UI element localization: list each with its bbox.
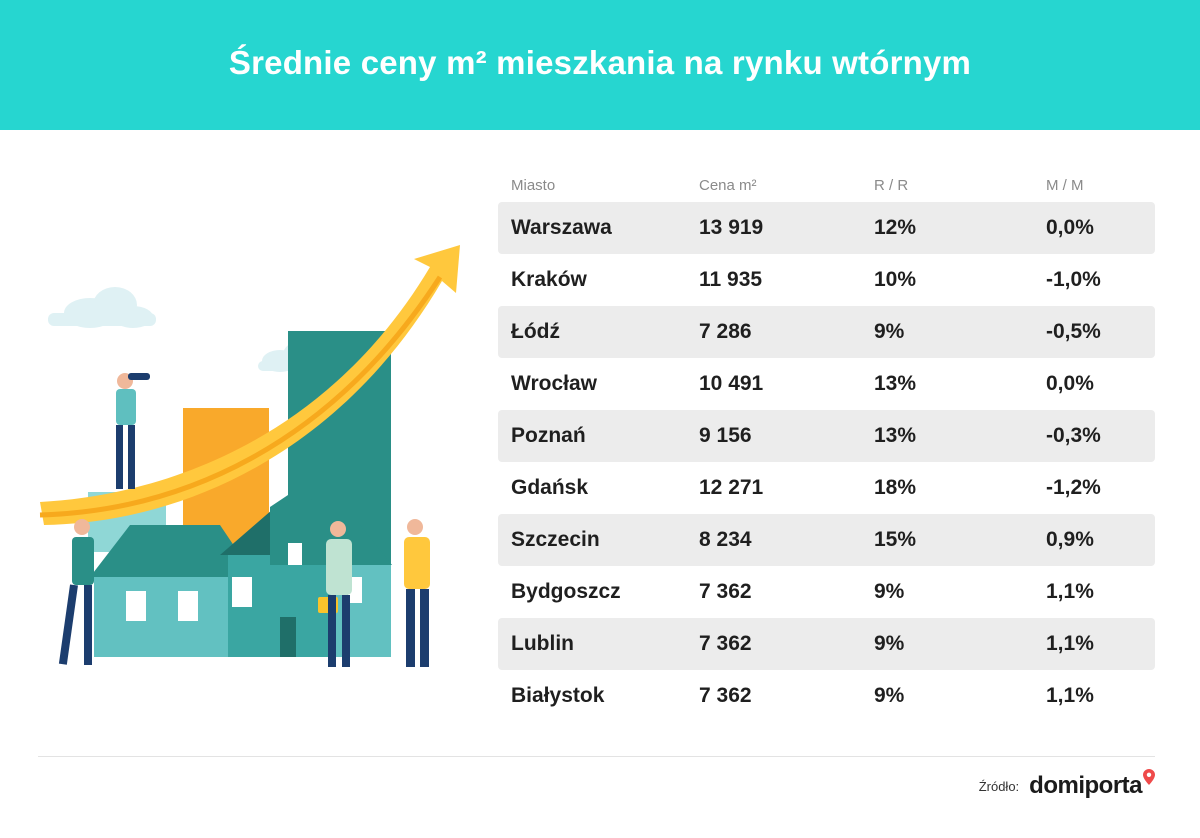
brand-logo: domiporta <box>1029 769 1155 800</box>
column-header-city: Miasto <box>511 177 556 194</box>
table-row: Lublin 7 362 9% 1,1% <box>498 618 1155 670</box>
table-row: Kraków 11 935 10% -1,0% <box>498 254 1155 306</box>
divider <box>38 756 1155 757</box>
table-row: Poznań 9 156 13% -0,3% <box>498 410 1155 462</box>
cell-price: 11 935 <box>699 268 763 291</box>
cell-city: Wrocław <box>511 372 597 395</box>
cell-city: Łódź <box>511 320 560 343</box>
cell-price: 12 271 <box>699 476 764 499</box>
cell-price: 10 491 <box>699 372 764 395</box>
page-title: Średnie ceny m² mieszkania na rynku wtór… <box>228 44 972 81</box>
cell-yoy: 9% <box>874 632 905 655</box>
cell-yoy: 18% <box>874 476 917 499</box>
table-row: Warszawa 13 919 12% 0,0% <box>498 202 1155 254</box>
person-thinking-illustration <box>404 519 430 667</box>
cell-mom: 1,1% <box>1046 580 1094 603</box>
table-header: Miasto Cena m² R / R M / M <box>498 170 1155 202</box>
cell-yoy: 9% <box>874 320 905 343</box>
cloud-icon <box>48 287 156 328</box>
location-pin-icon <box>1143 769 1155 785</box>
source-credit: Źródło: domiporta <box>978 769 1155 800</box>
real-estate-growth-illustration <box>39 245 460 667</box>
cell-city: Szczecin <box>511 528 600 551</box>
price-table: Miasto Cena m² R / R M / M Warszawa 13 919 12… <box>498 170 1155 722</box>
cell-mom: -1,0% <box>1046 268 1101 291</box>
cell-price: 13 919 <box>699 216 764 239</box>
cell-price: 7 362 <box>699 684 752 707</box>
cell-yoy: 12% <box>874 216 917 239</box>
cell-city: Kraków <box>511 268 587 291</box>
cell-price: 7 362 <box>699 580 752 603</box>
cell-city: Bydgoszcz <box>511 580 621 603</box>
cell-mom: 0,0% <box>1046 372 1094 395</box>
cell-mom: 1,1% <box>1046 632 1094 655</box>
cell-price: 7 286 <box>699 320 752 343</box>
person-with-telescope-illustration <box>116 373 150 489</box>
cell-yoy: 13% <box>874 372 917 395</box>
cell-price: 8 234 <box>699 528 752 551</box>
cell-yoy: 13% <box>874 424 917 447</box>
table-row: Gdańsk 12 271 18% -1,2% <box>498 462 1155 514</box>
table-row: Bydgoszcz 7 362 9% 1,1% <box>498 566 1155 618</box>
growth-arrow-illustration <box>40 245 460 525</box>
source-label: Źródło: <box>978 778 1020 794</box>
header-banner: Średnie ceny m² mieszkania na rynku wtór… <box>0 0 1200 130</box>
cell-yoy: 9% <box>874 684 905 707</box>
brand-name: domiporta <box>1029 772 1142 799</box>
table-row: Wrocław 10 491 13% 0,0% <box>498 358 1155 410</box>
cell-city: Warszawa <box>511 216 612 239</box>
cell-mom: -0,3% <box>1046 424 1101 447</box>
cell-mom: 0,0% <box>1046 216 1094 239</box>
cell-yoy: 9% <box>874 580 905 603</box>
cell-mom: 1,1% <box>1046 684 1094 707</box>
column-header-yoy: R / R <box>874 177 909 194</box>
column-header-mom: M / M <box>1046 177 1084 194</box>
cell-price: 7 362 <box>699 632 752 655</box>
table-body: Warszawa 13 919 12% 0,0% Kraków 11 935 10% -1,0… <box>498 202 1155 722</box>
cell-mom: -0,5% <box>1046 320 1101 343</box>
person-with-briefcase-illustration <box>318 521 352 667</box>
cell-city: Gdańsk <box>511 476 589 499</box>
person-left-illustration <box>58 519 94 665</box>
cell-price: 9 156 <box>699 424 752 447</box>
cell-yoy: 10% <box>874 268 917 291</box>
cell-city: Poznań <box>511 424 586 447</box>
table-row: Białystok 7 362 9% 1,1% <box>498 670 1155 722</box>
column-header-price: Cena m² <box>699 177 757 194</box>
cell-yoy: 15% <box>874 528 917 551</box>
table-row: Łódź 7 286 9% -0,5% <box>498 306 1155 358</box>
cell-mom: -1,2% <box>1046 476 1101 499</box>
cell-city: Lublin <box>511 632 574 655</box>
cell-mom: 0,9% <box>1046 528 1094 551</box>
table-row: Szczecin 8 234 15% 0,9% <box>498 514 1155 566</box>
cell-city: Białystok <box>511 684 605 707</box>
